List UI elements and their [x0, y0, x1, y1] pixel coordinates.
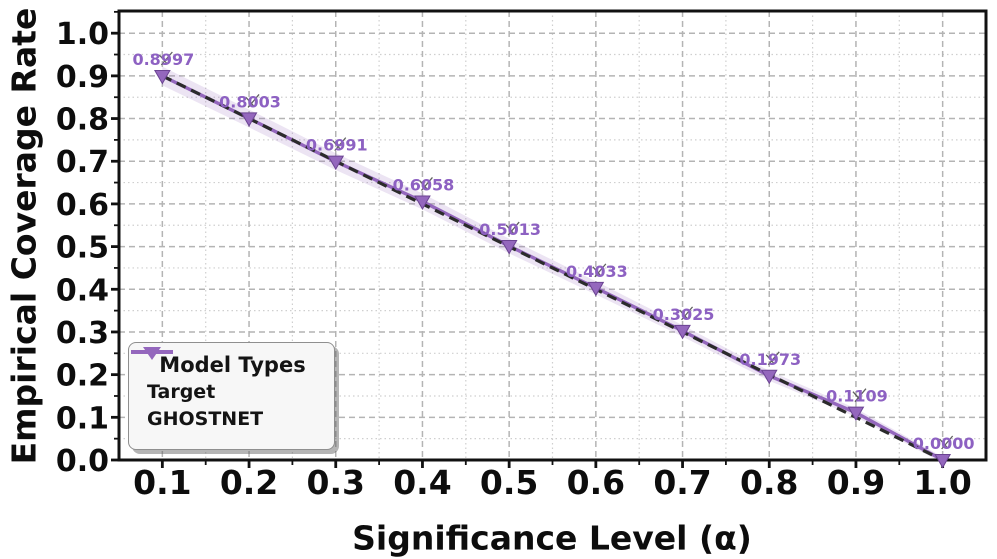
svg-text:1.0: 1.0	[56, 17, 109, 52]
svg-text:0.2: 0.2	[56, 359, 109, 394]
legend-item-label: Target	[147, 381, 216, 403]
svg-text:0.8003: 0.8003	[219, 92, 281, 111]
svg-text:0.4033: 0.4033	[566, 262, 628, 281]
svg-text:0.8: 0.8	[740, 463, 798, 502]
y-tick-labels: 0.0 0.1 0.2 0.3 0.4 0.5 0.6 0.7 0.8 0.9 1.0	[56, 17, 109, 479]
svg-text:0.7: 0.7	[653, 463, 711, 502]
svg-text:0.7: 0.7	[56, 145, 109, 180]
svg-text:0.3: 0.3	[56, 316, 109, 351]
svg-text:0.2: 0.2	[220, 463, 278, 502]
svg-text:0.3025: 0.3025	[653, 305, 715, 324]
svg-text:0.6058: 0.6058	[393, 175, 455, 194]
svg-text:0.0: 0.0	[56, 444, 109, 479]
svg-text:0.6: 0.6	[567, 463, 625, 502]
svg-text:0.9: 0.9	[827, 463, 885, 502]
label-leader-marks	[158, 51, 954, 450]
x-tick-labels: 0.1 0.2 0.3 0.4 0.5 0.6 0.7 0.8 0.9 1.0	[133, 463, 972, 502]
tick-marks	[111, 10, 945, 468]
svg-text:0.3: 0.3	[307, 463, 365, 502]
svg-text:0.1: 0.1	[133, 463, 191, 502]
svg-text:0.6: 0.6	[56, 188, 109, 223]
svg-text:0.5: 0.5	[480, 463, 538, 502]
legend-item-ghostnet: GHOSTNET	[131, 347, 322, 433]
svg-text:0.0000: 0.0000	[913, 434, 975, 453]
svg-text:0.5: 0.5	[56, 231, 109, 266]
svg-text:0.5013: 0.5013	[479, 220, 541, 239]
ghostnet-point-labels: 0.8997 0.8003 0.6991 0.6058 0.5013 0.4033 0.30…	[132, 50, 974, 453]
svg-text:0.1: 0.1	[56, 401, 109, 436]
svg-text:0.1109: 0.1109	[826, 387, 888, 406]
legend-item-target: Target	[131, 350, 322, 406]
svg-text:1.0: 1.0	[913, 463, 971, 502]
svg-text:0.9: 0.9	[56, 60, 109, 95]
legend-item-label: GHOSTNET	[147, 408, 264, 430]
target-line	[161, 74, 944, 462]
y-axis-title: Empirical Coverage Rate	[4, 7, 44, 465]
svg-text:0.6991: 0.6991	[306, 136, 368, 155]
triangle-marker-line-swatch-icon	[131, 347, 173, 360]
svg-text:0.4: 0.4	[393, 463, 451, 502]
legend-title: Model Types	[159, 353, 306, 377]
svg-text:0.8: 0.8	[56, 103, 109, 138]
ghostnet-markers	[153, 70, 952, 469]
svg-text:0.8997: 0.8997	[132, 50, 194, 69]
svg-text:0.4: 0.4	[56, 273, 109, 308]
legend: Model Types Target GHOSTNET	[128, 342, 335, 450]
svg-text:0.1973: 0.1973	[739, 350, 801, 369]
x-axis-title: Significance Level (α)	[352, 518, 752, 558]
